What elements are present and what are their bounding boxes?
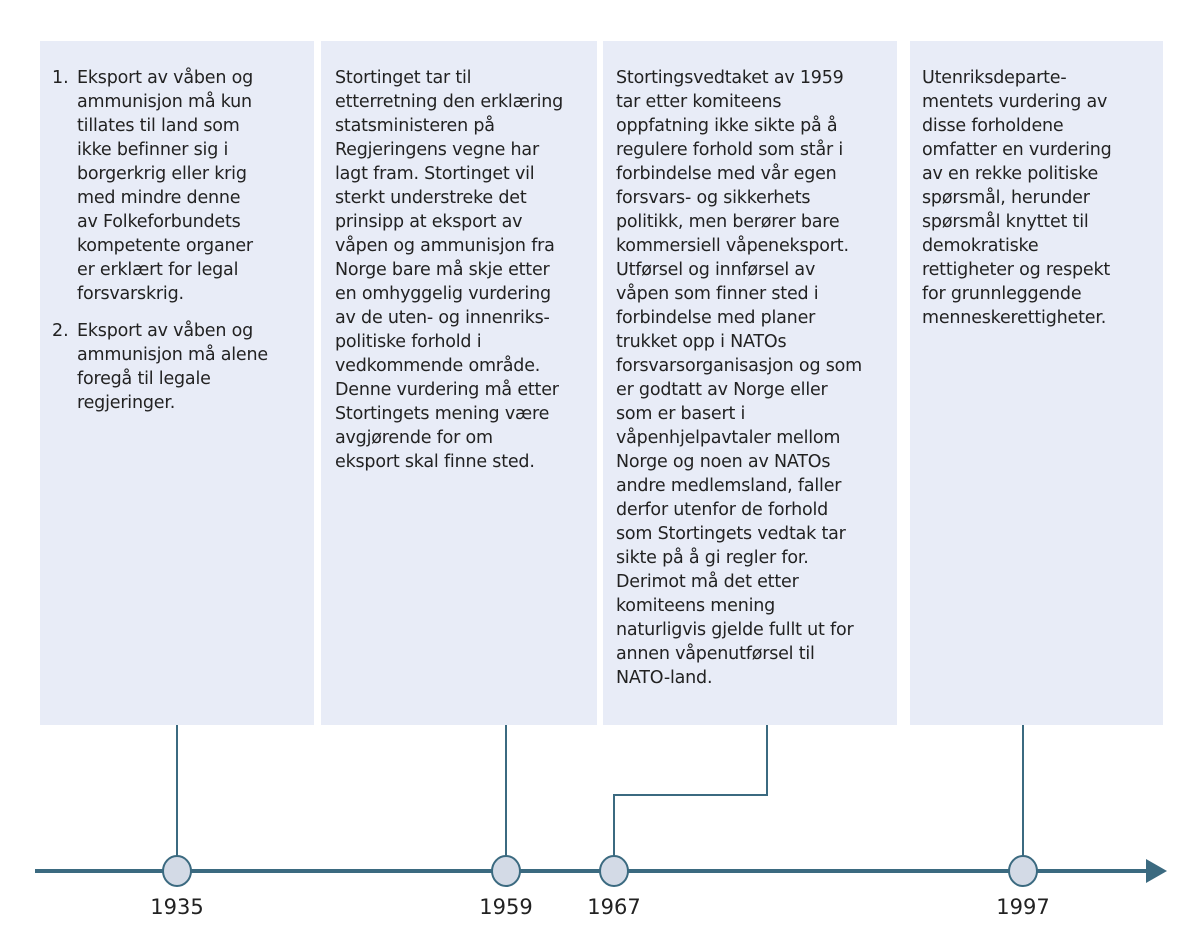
- marker-1997: [1008, 855, 1038, 887]
- panel-1959: [321, 41, 597, 725]
- panel-1935: [40, 41, 314, 725]
- marker-1959: [491, 855, 521, 887]
- year-label-1967: 1967: [587, 895, 641, 919]
- panel-text-1967: Stortingsvedtaket av 1959 tar etter komi…: [616, 68, 862, 688]
- panel-text-1997: Utenriksdeparte- mentets vurdering av di…: [922, 68, 1112, 328]
- panel-1997: [910, 41, 1163, 725]
- panel-text-1935-item-2: Eksport av våben og ammunisjon må alene …: [77, 321, 268, 413]
- list-number: 2.: [52, 321, 69, 341]
- connector-1967: [613, 725, 768, 857]
- panel-1967: [603, 41, 897, 725]
- axis-arrowhead: [1146, 859, 1167, 883]
- year-label-1997: 1997: [996, 895, 1050, 919]
- panel-text-1959: Stortinget tar til etterretning den erkl…: [335, 68, 564, 472]
- marker-1935: [162, 855, 192, 887]
- marker-1967: [599, 855, 629, 887]
- list-number: 1.: [52, 68, 69, 88]
- year-label-1959: 1959: [479, 895, 533, 919]
- panel-text-1935-item-1: Eksport av våben og ammunisjon må kun ti…: [77, 68, 254, 304]
- year-label-1935: 1935: [150, 895, 204, 919]
